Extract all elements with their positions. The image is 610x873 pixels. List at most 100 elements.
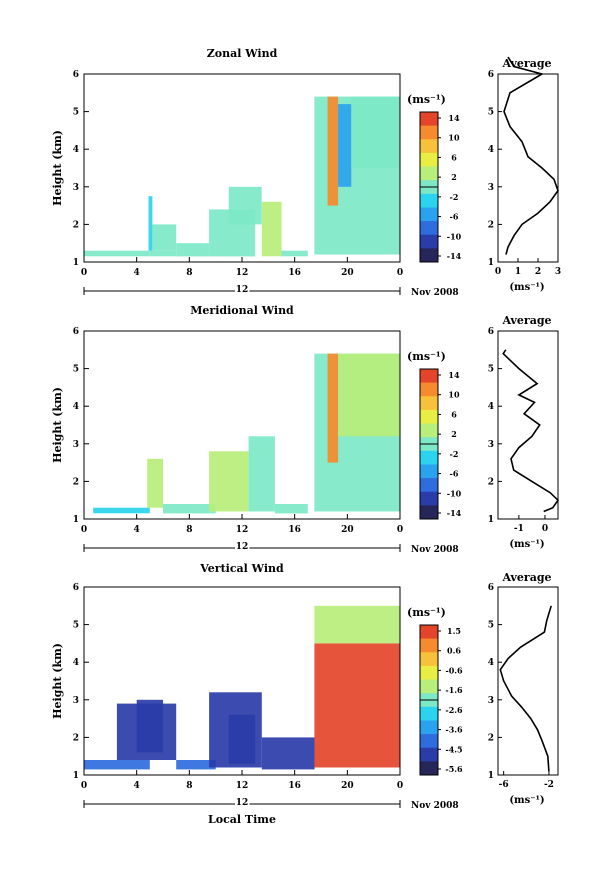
colorbar-tick-label: -0.6	[445, 665, 463, 675]
colorbar-swatch	[420, 706, 438, 721]
y-tick-label: 4	[73, 145, 79, 155]
avg-y-tick-label: 5	[488, 365, 494, 375]
colorbar-tick-label: -2	[450, 192, 459, 202]
colorbar-swatch	[420, 464, 438, 479]
heatmap-cell	[351, 96, 400, 168]
y-tick-label: 2	[73, 220, 79, 230]
x-tick-label: 0	[81, 525, 87, 535]
avg-x-tick-label: 3	[555, 267, 561, 277]
colorbar-tick-label: -4.5	[445, 744, 462, 754]
day-label: 12	[236, 798, 249, 808]
colorbar-swatch	[420, 396, 438, 411]
y-axis-label: Height (km)	[51, 130, 64, 206]
avg-y-tick-label: 4	[488, 145, 494, 155]
heatmap-cell	[327, 96, 339, 206]
avg-frame	[497, 73, 559, 263]
heatmap-cell	[176, 760, 216, 770]
x-tick-label: 0	[397, 781, 403, 791]
heatmap-cells	[84, 96, 400, 257]
colorbar-unit: (ms⁻¹)	[407, 93, 446, 106]
colorbar-tick-label: 14	[448, 370, 460, 380]
heatmap-cell	[147, 458, 163, 508]
avg-title: Average	[501, 314, 551, 327]
colorbar-tick-label: -6	[450, 469, 459, 479]
avg-x-tick-label: 0	[542, 524, 548, 534]
avg-frame	[497, 586, 559, 776]
heatmap-cell	[152, 224, 177, 251]
x-tick-label: 20	[341, 268, 354, 278]
y-tick-label: 4	[73, 402, 79, 412]
day-label: 12	[236, 542, 249, 552]
avg-x-tick-label: 2	[535, 267, 541, 277]
colorbar-swatch	[420, 505, 438, 520]
x-tick-label: 16	[288, 525, 301, 535]
y-tick-label: 1	[73, 515, 79, 525]
colorbar-tick-label: -2.6	[445, 705, 463, 715]
colorbar-tick-label: -2	[450, 449, 459, 459]
y-tick-label: 1	[73, 258, 79, 268]
avg-y-tick-label: 2	[488, 477, 494, 487]
y-tick-label: 4	[73, 658, 79, 668]
avg-xlabel: (ms⁻¹)	[509, 795, 544, 806]
x-tick-label: 20	[341, 525, 354, 535]
colorbar-tick-label: -10	[447, 231, 462, 241]
panel-title: Zonal Wind	[207, 47, 278, 60]
colorbar-swatch	[420, 369, 438, 384]
colorbar-swatch	[420, 679, 438, 694]
colorbar-tick-label: -6	[450, 212, 459, 222]
avg-x-tick-label: -1	[514, 524, 524, 534]
y-axis-ticks: 1 2 3 4 5 6	[73, 70, 89, 268]
colorbar-tick-label: 0.6	[447, 646, 461, 656]
colorbar-tick-label: 6	[451, 152, 457, 162]
avg-y-tick-label: 6	[488, 70, 494, 80]
x-tick-label: 12	[236, 268, 249, 278]
x-tick-label: 8	[186, 268, 192, 278]
x-tick-label: 8	[186, 525, 192, 535]
panel-title: Vertical Wind	[199, 562, 284, 575]
colorbar-tick-label: -1.6	[445, 685, 463, 695]
x-tick-label: 16	[288, 268, 301, 278]
y-axis-ticks: 1 2 3 4 5 6	[73, 327, 89, 525]
colorbar-unit: (ms⁻¹)	[407, 350, 446, 363]
heatmap-cell	[261, 201, 282, 257]
heatmap-cell	[338, 104, 352, 187]
x-tick-label: 20	[341, 781, 354, 791]
y-tick-label: 5	[73, 108, 79, 118]
colorbar-swatch	[420, 139, 438, 154]
heatmap-cell	[93, 507, 150, 514]
avg-line	[499, 605, 552, 772]
avg-y-tick-label: 2	[488, 220, 494, 230]
day-label: 12	[236, 285, 249, 295]
colorbar-swatch	[420, 193, 438, 208]
heatmap-cell	[163, 504, 216, 514]
colorbar-swatch	[420, 234, 438, 249]
colorbar-tick-label: 10	[448, 133, 460, 143]
heatmap-cell	[228, 714, 256, 764]
colorbar-tick-label: -10	[447, 488, 462, 498]
colorbar-swatch	[420, 248, 438, 263]
avg-y-tick-label: 5	[488, 108, 494, 118]
y-tick-label: 2	[73, 477, 79, 487]
colorbar-tick-label: -3.6	[445, 725, 463, 735]
x-tick-label: 0	[397, 268, 403, 278]
colorbar-tick-label: 2	[451, 429, 457, 439]
avg-profile: 1 2 3 4 5 6 -6 -2	[488, 583, 554, 790]
avg-x-tick-label: 1	[515, 267, 521, 277]
y-axis-label: Height (km)	[51, 387, 64, 463]
heatmap-cell	[149, 250, 177, 257]
colorbar-swatch	[420, 478, 438, 493]
y-tick-label: 5	[73, 621, 79, 631]
colorbar-swatch	[420, 491, 438, 506]
heatmap-cell	[84, 250, 150, 257]
heatmap-cell	[148, 196, 153, 251]
colorbar-swatch	[420, 638, 438, 653]
x-tick-label: 0	[81, 268, 87, 278]
colorbar-swatch	[420, 665, 438, 680]
avg-y-tick-label: 3	[488, 440, 494, 450]
x-tick-label: 4	[134, 525, 140, 535]
heatmap-cell	[176, 243, 210, 257]
colorbar: 1.5 0.6 -0.6 -1.6 -2.6 -3.6 -4.5 -5.6	[419, 624, 463, 776]
